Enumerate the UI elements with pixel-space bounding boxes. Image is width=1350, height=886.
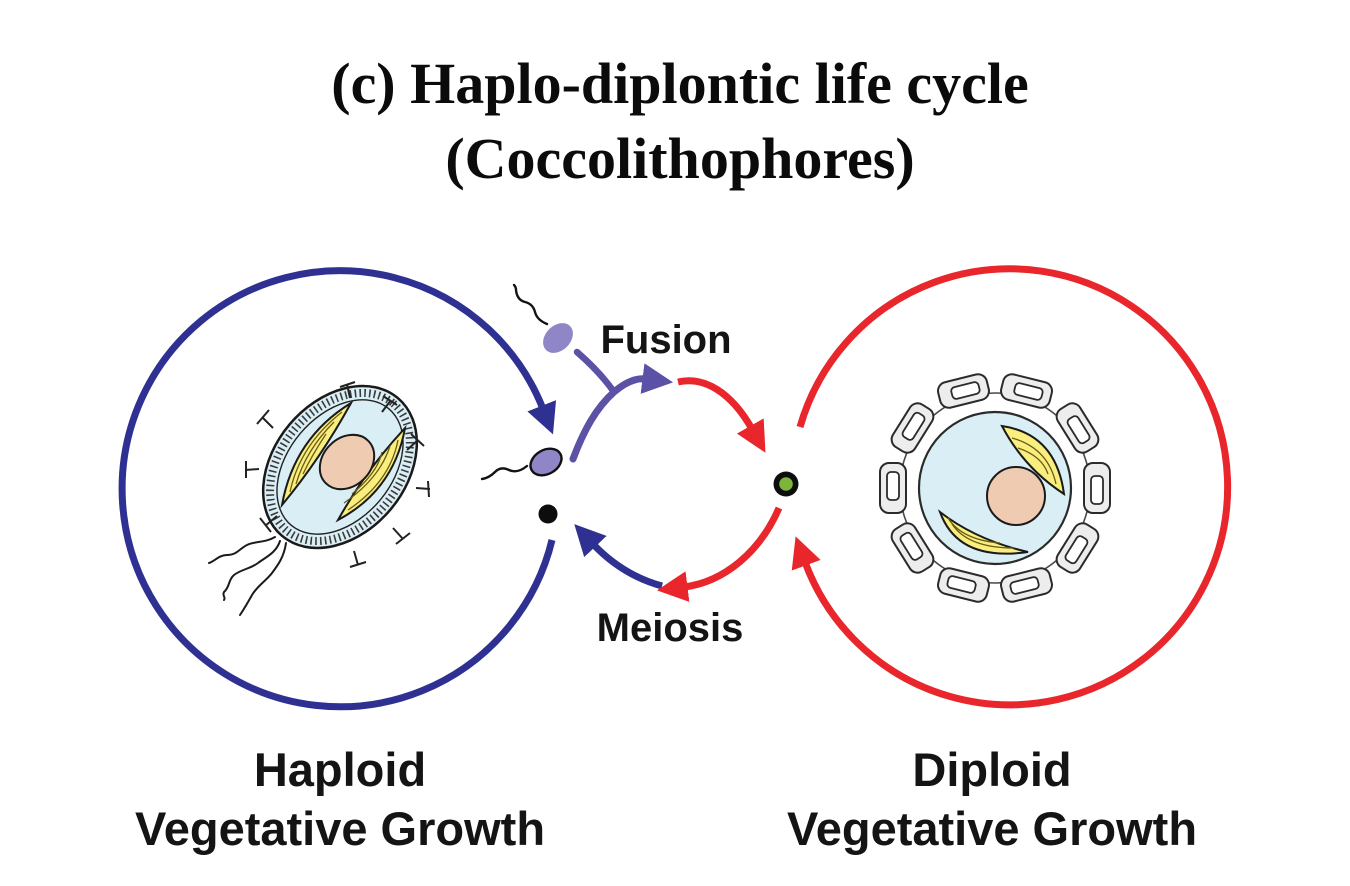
gamete-bottom bbox=[480, 447, 563, 481]
haploid-cell-spines bbox=[244, 381, 431, 568]
haploid-label-line-1: Haploid bbox=[254, 743, 426, 796]
title-line-2: (Coccolithophores) bbox=[445, 126, 914, 191]
gamete-top-flagellum bbox=[512, 283, 549, 326]
zygote-dot-core bbox=[779, 477, 793, 491]
diploid-cell bbox=[879, 371, 1111, 605]
gamete-bottom-flagellum bbox=[480, 464, 529, 481]
gamete-top bbox=[512, 283, 573, 353]
haploid-chloroplast-lower-stripes bbox=[343, 439, 399, 511]
diploid-label-line-1: Diploid bbox=[912, 743, 1071, 796]
haploid-nucleus bbox=[318, 433, 376, 491]
haploid-black-dot bbox=[538, 504, 558, 524]
diploid-cycle-arrow bbox=[791, 265, 1232, 709]
meiosis-label: Meiosis bbox=[597, 606, 744, 650]
haploid-label-line-2: Vegetative Growth bbox=[135, 802, 545, 855]
meiosis-to-haploid-arrow bbox=[574, 524, 663, 590]
zygote-green-dot bbox=[773, 471, 799, 497]
diploid-chloroplast-upper-stripes bbox=[1011, 437, 1057, 485]
haploid-flagellum-3 bbox=[239, 542, 287, 616]
gamete-top-body bbox=[543, 323, 573, 353]
meiosis-arrow bbox=[656, 506, 783, 602]
haploid-chloroplast-upper-stripes bbox=[289, 411, 343, 493]
gamete-bottom-body bbox=[529, 447, 563, 477]
haploid-flagellum-2 bbox=[222, 540, 281, 601]
haploid-cycle-arrow bbox=[118, 267, 557, 711]
fusion-to-zygote-arrow bbox=[677, 377, 766, 453]
diploid-nucleus bbox=[986, 466, 1046, 526]
haploid-flagellum-1 bbox=[208, 536, 276, 564]
haploid-chloroplast-upper bbox=[280, 400, 354, 509]
diploid-chloroplast-upper bbox=[1000, 424, 1066, 497]
diploid-label-line-2: Vegetative Growth bbox=[787, 802, 1197, 855]
diploid-chloroplast-lower-stripes bbox=[947, 517, 1015, 549]
fusion-arrow bbox=[569, 363, 674, 463]
fusion-label: Fusion bbox=[600, 318, 731, 362]
haploid-cell bbox=[208, 381, 431, 616]
title-line-1: (c) Haplo-diplontic life cycle bbox=[331, 51, 1028, 116]
fusion-branch-arc bbox=[573, 348, 618, 396]
